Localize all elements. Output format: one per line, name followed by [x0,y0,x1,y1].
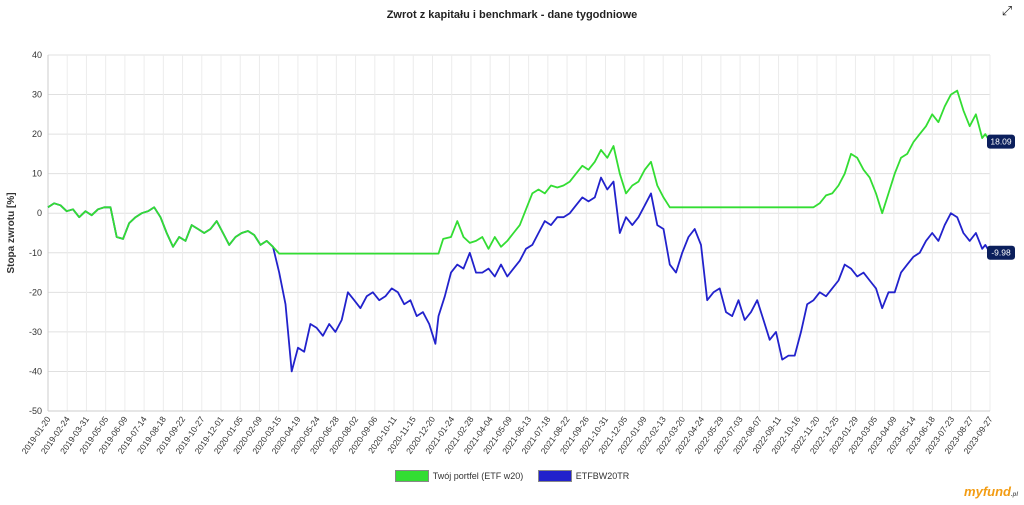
y-tick-label: 0 [37,208,42,218]
legend-swatch-portfel [394,470,429,482]
legend-item-portfel[interactable]: Twój portfel (ETF w20) [394,470,524,482]
end-label-benchmark: -9.98 [987,245,1015,260]
series-line-benchmark [47,176,991,373]
y-tick-label: 20 [32,129,42,139]
expand-icon[interactable]: ⤢ [1001,3,1013,18]
y-tick-label: -40 [29,366,42,376]
y-tick-label: 10 [32,169,42,179]
y-tick-label: 30 [32,90,42,100]
y-axis-label: Stopa zwrotu [%] [6,192,17,273]
legend: Twój portfel (ETF w20) ETFBW20TR [0,470,1024,484]
chart-title: Zwrot z kapitału i benchmark - dane tygo… [386,9,638,21]
svg-text:18.09: 18.09 [990,137,1012,147]
end-label-portfel: 18.09 [987,134,1015,149]
y-tick-label: -10 [29,248,42,258]
y-tick-label: 40 [32,50,42,60]
chart-area: 403020100-10-20-30-40-502019-01-202019-0… [6,50,1015,456]
legend-label-portfel: Twój portfel (ETF w20) [432,471,524,481]
series-line-portfel [47,89,991,255]
y-tick-label: -20 [29,287,42,297]
y-tick-label: -30 [29,327,42,337]
svg-text:-9.98: -9.98 [991,248,1011,258]
legend-item-benchmark[interactable]: ETFBW20TR [537,470,630,482]
legend-swatch-benchmark [537,470,572,482]
myfund-logo: myfund.pl [964,484,1018,499]
legend-label-benchmark: ETFBW20TR [575,471,630,481]
y-tick-label: -50 [29,406,42,416]
